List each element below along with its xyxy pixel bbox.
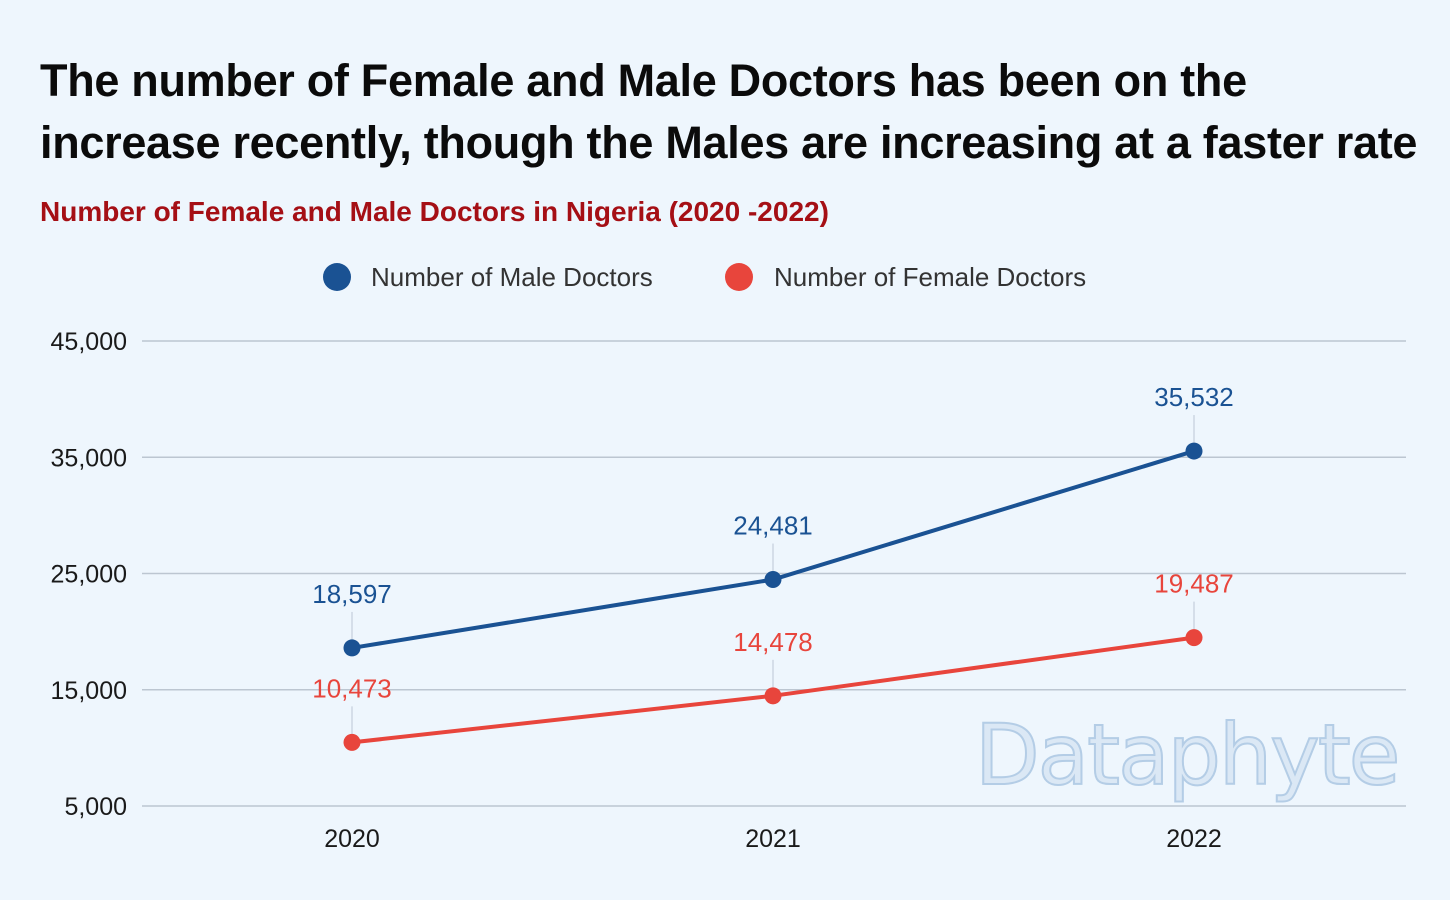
legend-marker [725, 263, 753, 291]
data-label: 10,473 [312, 673, 392, 703]
legend-label: Number of Male Doctors [371, 262, 653, 292]
data-label: 14,478 [733, 627, 813, 657]
legend: Number of Male Doctors Number of Female D… [323, 262, 1086, 292]
x-axis-ticks: 2020 2021 2022 [324, 825, 1222, 853]
y-tick-label: 35,000 [51, 444, 127, 472]
data-label: 24,481 [733, 511, 813, 541]
y-axis-ticks: 5,000 15,000 25,000 35,000 45,000 [51, 328, 127, 821]
legend-item: Number of Female Doctors [725, 262, 1086, 292]
legend-marker [323, 263, 351, 291]
y-tick-label: 5,000 [64, 793, 127, 821]
x-tick-label: 2022 [1166, 825, 1222, 853]
series-male: 18,597 24,481 35,532 [312, 382, 1234, 657]
series: 18,597 24,481 35,532 10,473 14,478 19,487 [312, 382, 1234, 751]
data-point [764, 687, 782, 705]
data-label: 18,597 [312, 579, 392, 609]
data-point [343, 733, 361, 751]
legend-label: Number of Female Doctors [774, 262, 1086, 292]
data-point [764, 571, 782, 589]
data-label: 19,487 [1154, 569, 1234, 599]
legend-item: Number of Male Doctors [323, 262, 653, 292]
data-point [1185, 629, 1203, 647]
y-tick-label: 45,000 [51, 328, 127, 356]
series-female: 10,473 14,478 19,487 [312, 569, 1234, 751]
headline: The number of Female and Male Doctors ha… [40, 55, 1418, 168]
x-tick-label: 2021 [745, 825, 801, 853]
watermark-logo: Dataphyte [974, 705, 1401, 805]
data-point [343, 639, 361, 657]
data-label: 35,532 [1154, 382, 1234, 412]
chart-title: Number of Female and Male Doctors in Nig… [40, 196, 829, 227]
data-point [1185, 442, 1203, 460]
y-tick-label: 15,000 [51, 677, 127, 705]
y-tick-label: 25,000 [51, 561, 127, 589]
x-tick-label: 2020 [324, 825, 380, 853]
